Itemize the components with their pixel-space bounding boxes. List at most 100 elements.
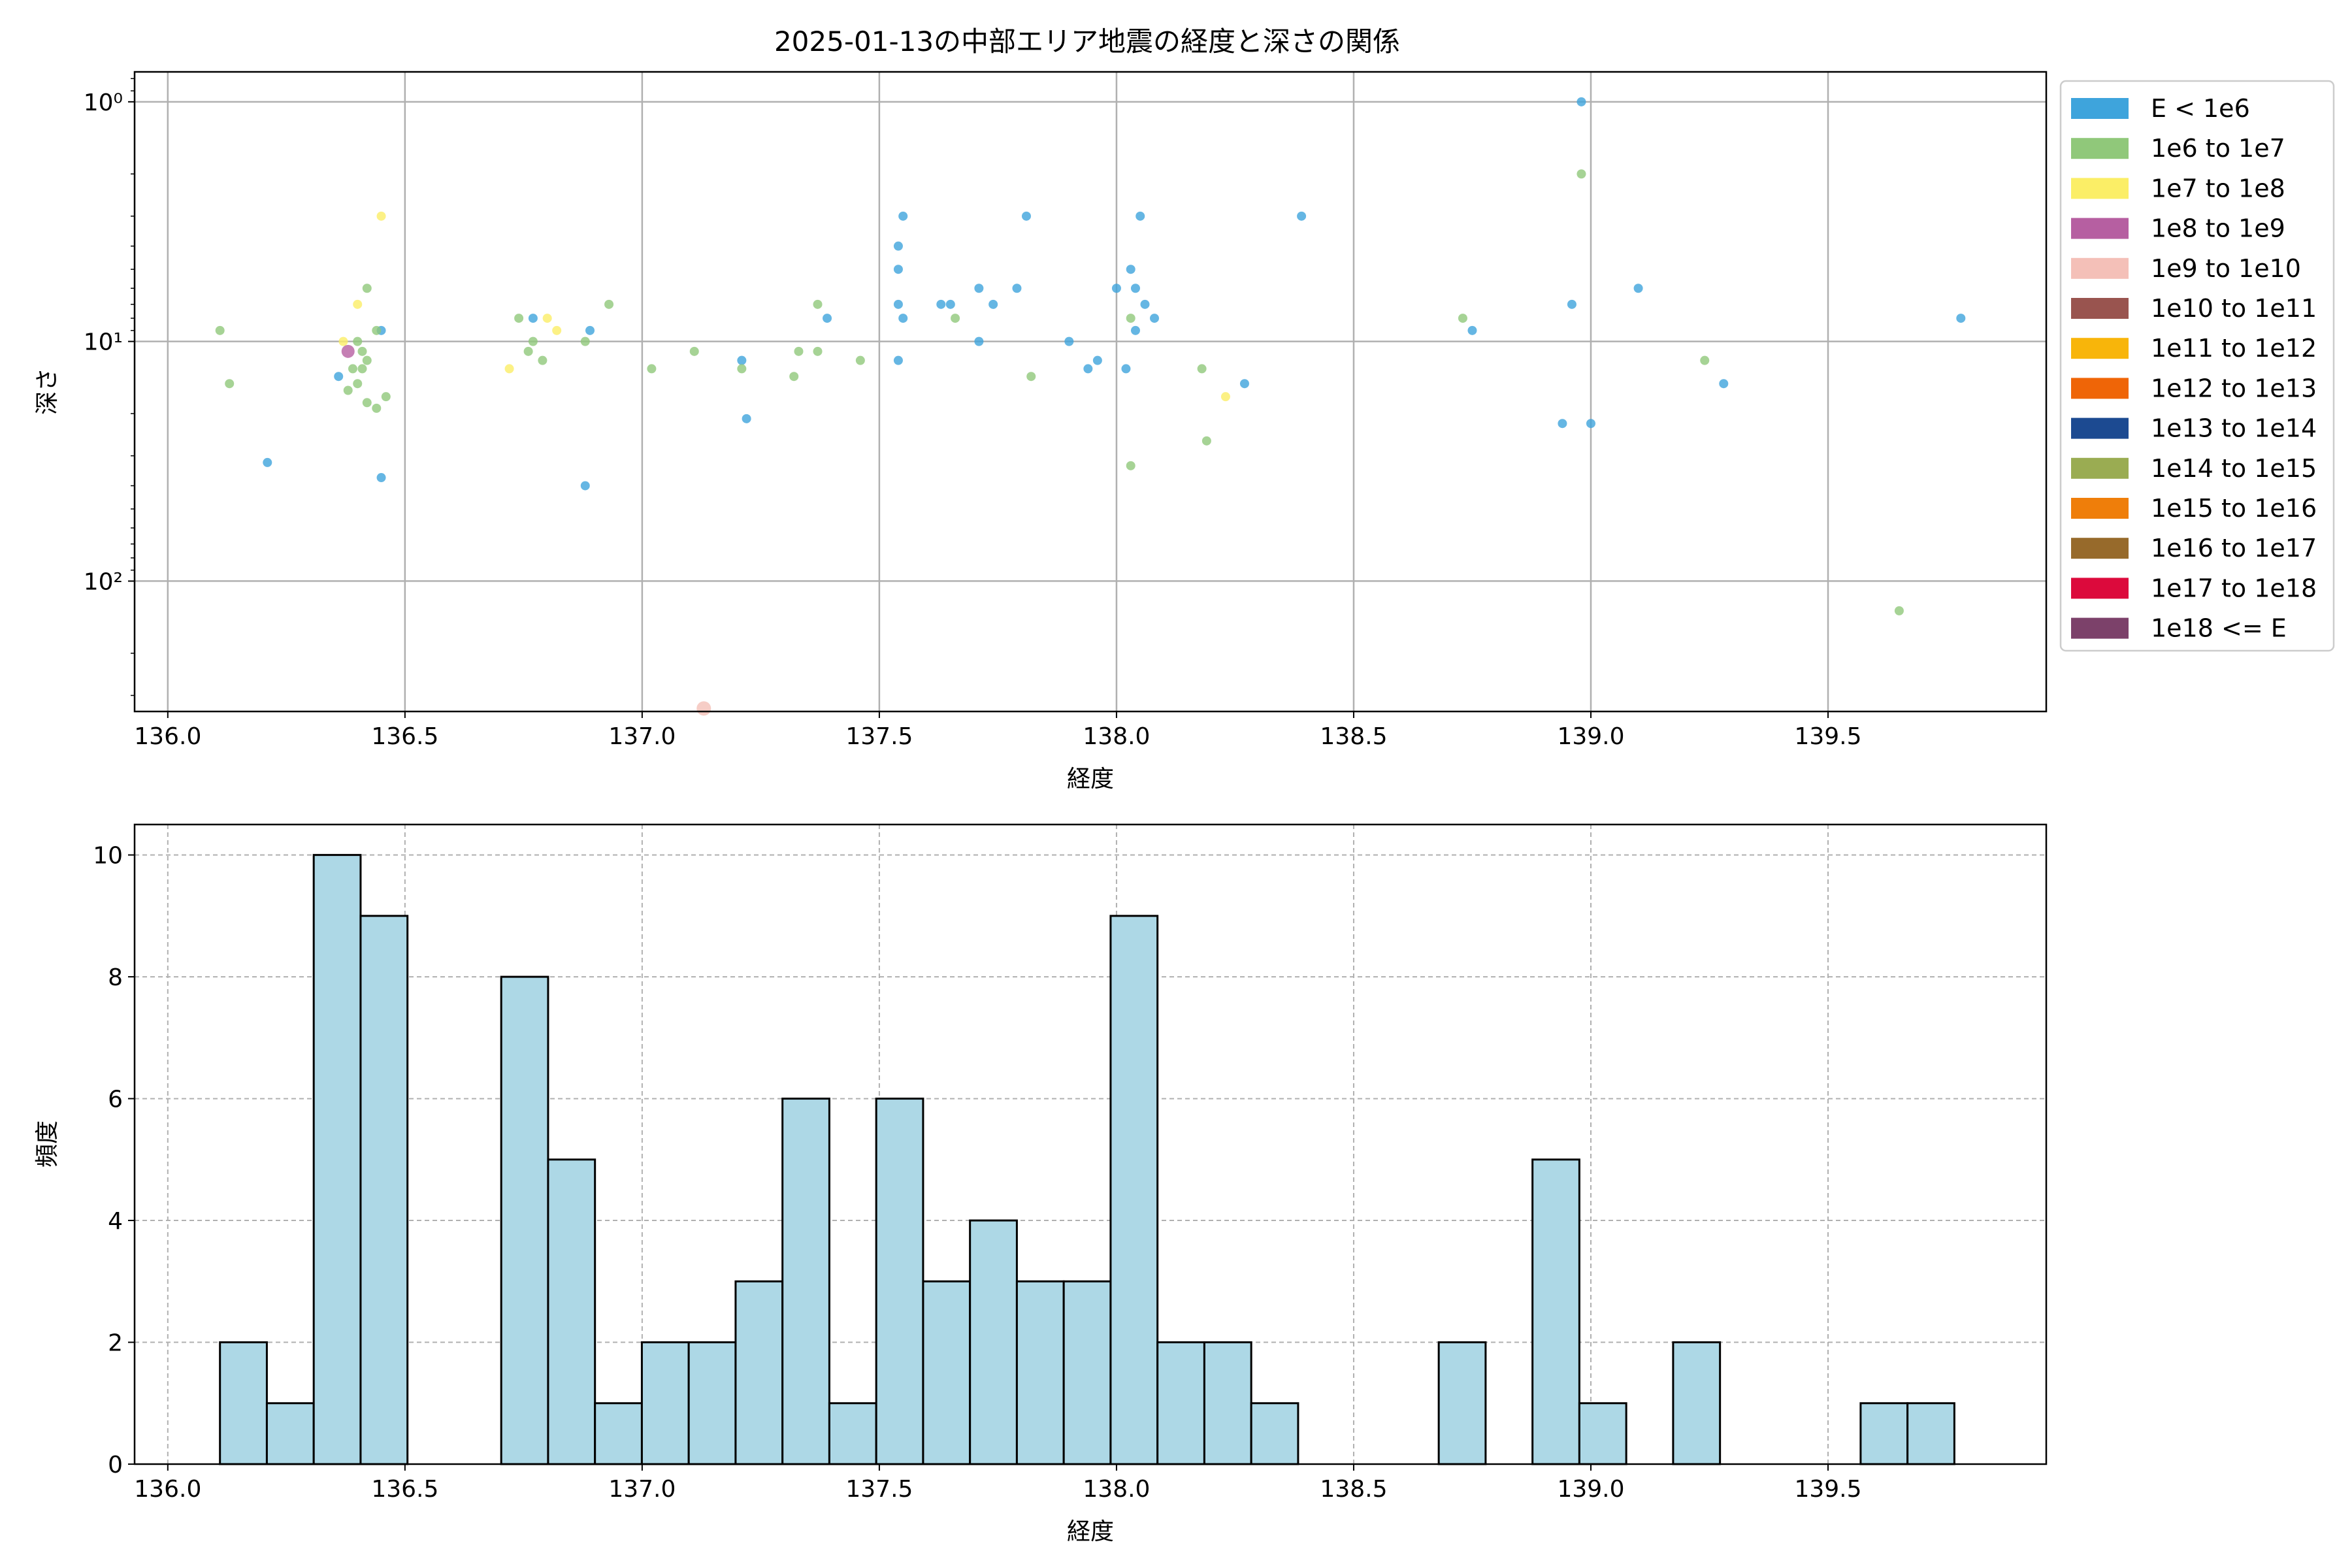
histogram-panel: 136.0 136.5 137.0 137.5 138.0 138.5 139.0 139.5… [34, 823, 2048, 1545]
histogram-y-tick-label: 10 [93, 843, 123, 870]
scatter-point [334, 372, 344, 382]
scatter-point [504, 364, 514, 374]
scatter-point [523, 346, 533, 356]
chart-title: 2025-01-13の中部エリア地震の経度と深さの関係 [774, 25, 1400, 57]
scatter-point [1150, 314, 1160, 323]
scatter-grid [135, 72, 2046, 711]
scatter-point [893, 355, 903, 365]
scatter-point [362, 398, 372, 408]
legend-label: 1e9 to 1e10 [2151, 254, 2301, 283]
scatter-point [794, 346, 804, 356]
scatter-point [1012, 284, 1022, 293]
scatter-point [357, 346, 367, 356]
histogram-bar [594, 1402, 643, 1465]
histogram-x-tick-label: 138.0 [1083, 1476, 1150, 1503]
histogram-x-ticks: 136.0 136.5 137.0 137.5 138.0 138.5 139.0 139.5 [134, 1464, 1862, 1503]
scatter-point [263, 457, 272, 467]
scatter-y-label: 深さ [34, 368, 61, 415]
scatter-point [528, 314, 538, 323]
scatter-point [1700, 355, 1710, 365]
scatter-point [538, 355, 547, 365]
legend-label: 1e11 to 1e12 [2151, 334, 2317, 363]
scatter-point [1092, 355, 1102, 365]
legend-swatch [2071, 457, 2129, 479]
scatter-point [898, 211, 908, 221]
legend-label: 1e18 <= E [2151, 614, 2287, 643]
scatter-point [893, 299, 903, 309]
scatter-point [225, 379, 235, 389]
histogram-y-tick-label: 0 [108, 1452, 123, 1478]
scatter-point [988, 299, 998, 309]
scatter-point [1197, 364, 1207, 374]
histogram-bar [1437, 1341, 1487, 1465]
scatter-point [585, 325, 595, 335]
scatter-point [1064, 336, 1074, 346]
legend-frame [2059, 80, 2335, 652]
scatter-x-tick-label: 138.0 [1083, 723, 1150, 750]
scatter-point [1558, 419, 1567, 429]
legend-label: 1e13 to 1e14 [2151, 414, 2317, 443]
histogram-bar [1203, 1341, 1252, 1465]
histogram-y-label: 頻度 [34, 1120, 61, 1168]
scatter-point [1126, 265, 1135, 274]
histogram-x-tick-label: 138.5 [1320, 1476, 1387, 1503]
legend-swatch [2071, 538, 2129, 559]
scatter-point [580, 336, 590, 346]
histogram-y-ticks: 0 2 4 6 8 10 [93, 843, 135, 1478]
scatter-point [362, 284, 372, 293]
scatter-point [1576, 169, 1586, 179]
legend-label: 1e7 to 1e8 [2151, 174, 2285, 203]
histogram-bar [500, 975, 549, 1465]
legend-label: 1e16 to 1e17 [2151, 534, 2317, 563]
histogram-x-tick-label: 136.0 [134, 1476, 201, 1503]
legend-swatch [2071, 98, 2129, 119]
scatter-y-tick-label: 10⁰ [84, 90, 123, 116]
scatter-point [514, 314, 524, 323]
scatter-x-tick-label: 136.5 [371, 723, 438, 750]
histogram-bar [265, 1402, 315, 1465]
histogram-bar [781, 1098, 830, 1465]
scatter-point [951, 314, 960, 323]
histogram-bar [734, 1280, 784, 1465]
scatter-x-tick-label: 136.0 [134, 723, 201, 750]
histogram-y-tick-label: 4 [108, 1208, 123, 1235]
legend-swatch [2071, 338, 2129, 359]
histogram-bar [1156, 1341, 1205, 1465]
histogram-bar [547, 1158, 596, 1465]
scatter-x-tick-label: 137.5 [845, 723, 913, 750]
scatter-point [1135, 211, 1145, 221]
histogram-x-tick-label: 139.0 [1557, 1476, 1624, 1503]
scatter-point [542, 314, 552, 323]
legend-label: 1e6 to 1e7 [2151, 134, 2285, 163]
legend-swatch [2071, 378, 2129, 399]
histogram-bar [1859, 1402, 1909, 1465]
scatter-point [789, 372, 799, 382]
legend-swatch [2071, 417, 2129, 439]
scatter-points [215, 97, 1966, 716]
histogram-bar [1531, 1158, 1580, 1465]
legend-swatch [2071, 178, 2129, 199]
scatter-point [945, 299, 955, 309]
legend-label: 1e17 to 1e18 [2151, 574, 2317, 602]
scatter-point [1220, 392, 1230, 402]
legend: E < 1e6 1e6 to 1e7 1e7 to 1e8 1e8 to 1e9 1e9… [2059, 80, 2335, 652]
scatter-point [1140, 299, 1150, 309]
scatter-point [737, 355, 747, 365]
histogram-x-tick-label: 136.5 [371, 1476, 438, 1503]
scatter-point [343, 385, 353, 395]
histogram-bar [1906, 1402, 1955, 1465]
scatter-point [1126, 314, 1135, 323]
scatter-point [855, 355, 865, 365]
scatter-point [1894, 606, 1904, 615]
legend-swatch [2071, 578, 2129, 599]
histogram-bar [687, 1341, 737, 1465]
scatter-point [742, 414, 751, 423]
histogram-bar [1062, 1280, 1112, 1465]
scatter-point [1021, 211, 1031, 221]
scatter-point [1121, 364, 1131, 374]
histogram-x-label: 経度 [1067, 1518, 1114, 1545]
scatter-point [1576, 97, 1586, 106]
scatter-point [1297, 211, 1307, 221]
scatter-point [936, 299, 946, 309]
